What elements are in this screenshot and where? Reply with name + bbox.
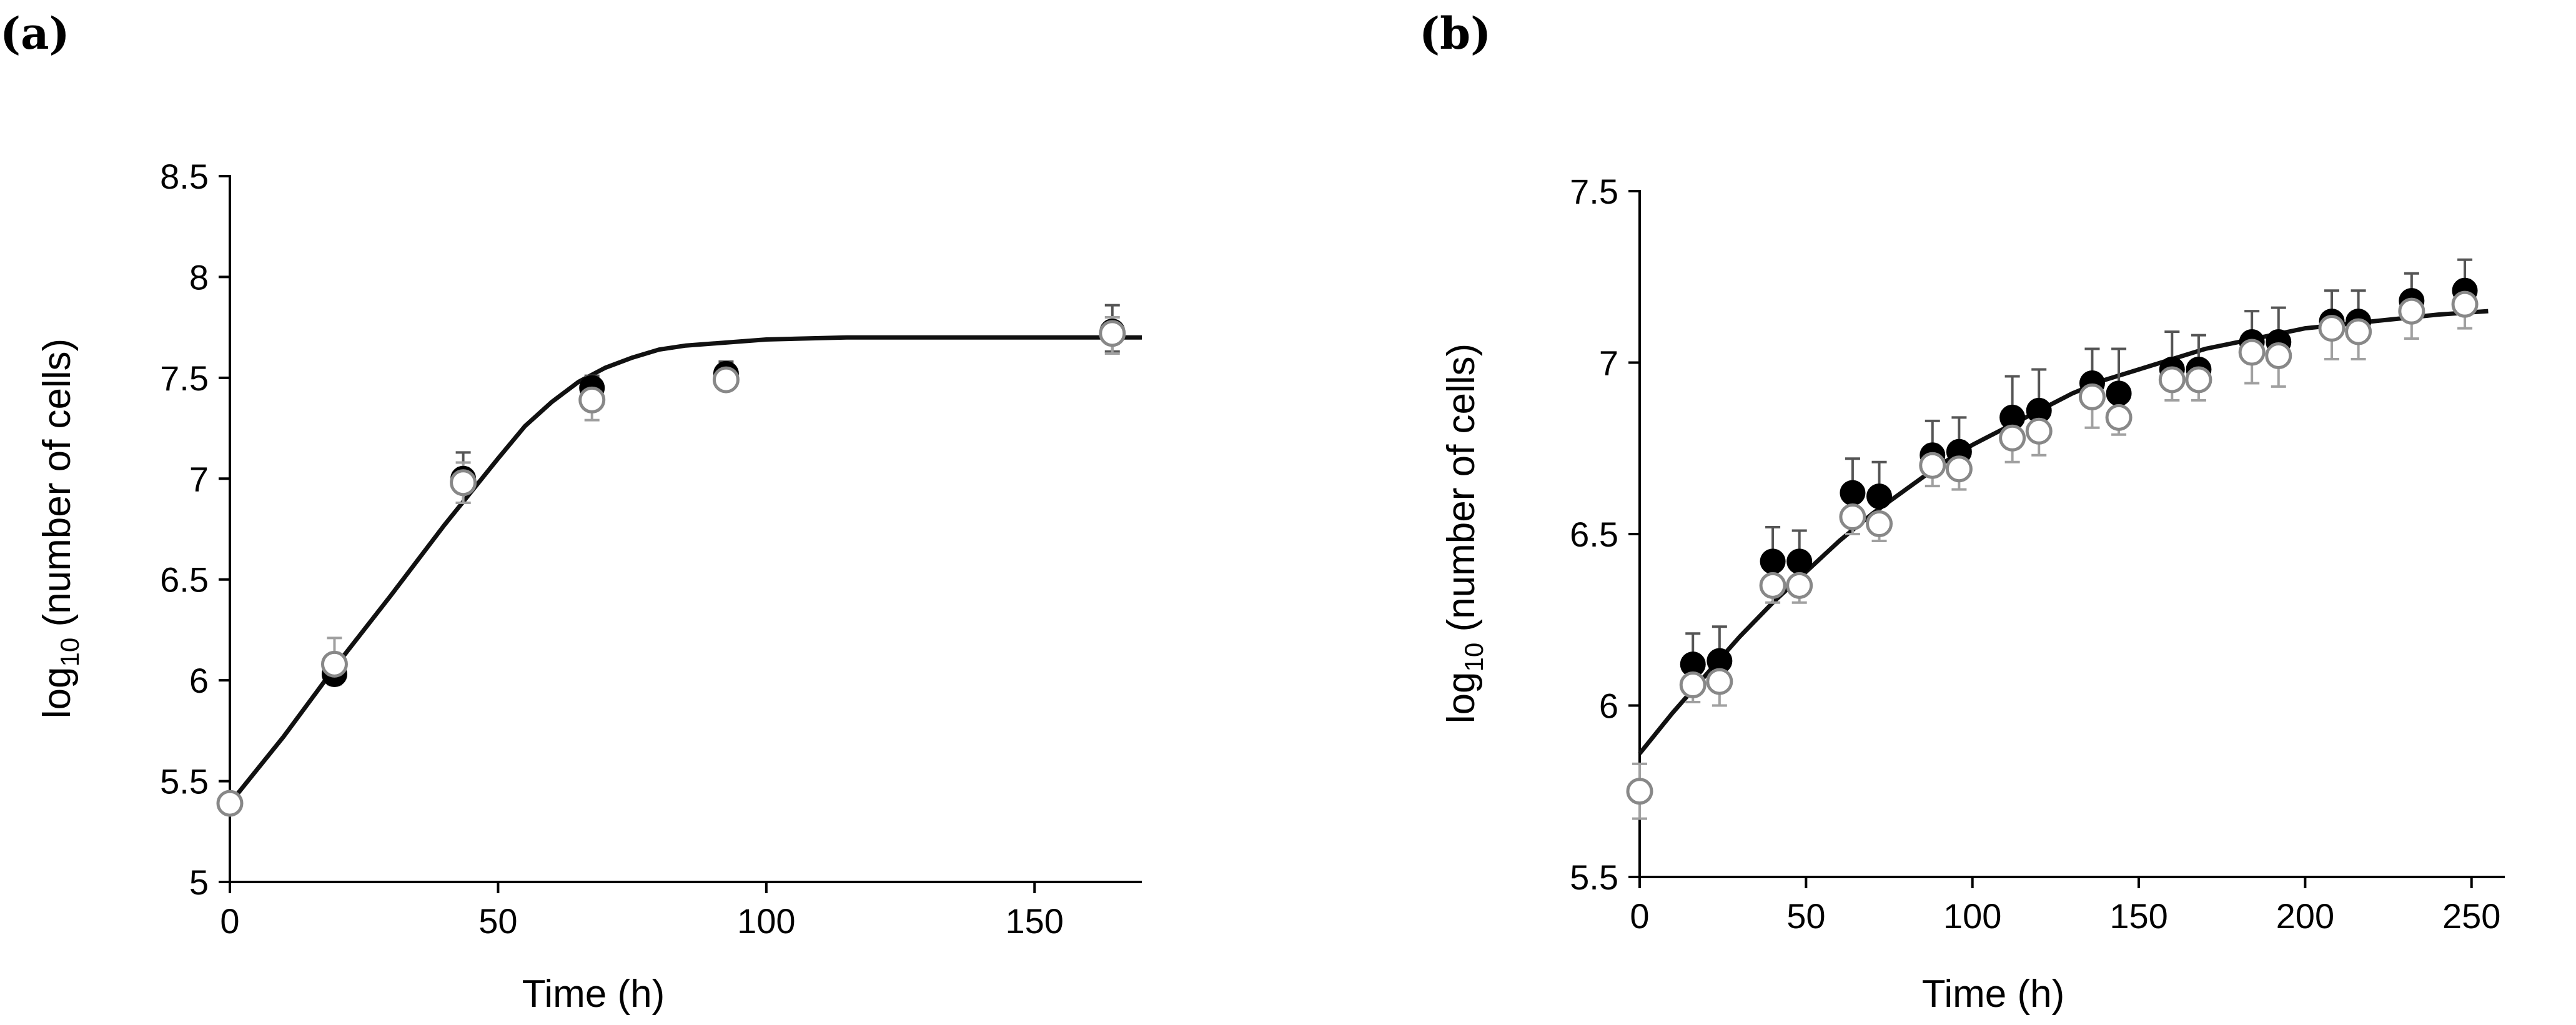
panel-b-data-point-open: [2185, 366, 2212, 394]
panel-b-data-point-open: [1626, 778, 1653, 805]
panel-b-data-point-filled: [1840, 480, 1866, 506]
panel-b-y-tick-label: 5.5: [1570, 858, 1618, 897]
panel-a-x-axis-title: Time (h): [522, 973, 665, 1016]
panel-b-fit-group: [1638, 309, 2489, 755]
panel-a-x-tick-label: 50: [478, 901, 517, 941]
panel-a-fit-line: [228, 335, 1142, 805]
panel-a-y-tick-label: 7.5: [160, 359, 209, 398]
panel-b-data-point-filled: [1866, 483, 1893, 510]
panel-a-label: (a): [0, 7, 70, 59]
panel-a-y-axis-title-base: log: [36, 666, 79, 718]
panel-a-y-tick-label: 5: [189, 863, 209, 902]
panel-b-data-point-filled: [2106, 380, 2132, 407]
panel-a-data-point-open: [578, 386, 606, 413]
panel-a-y-tick-label: 7: [189, 459, 209, 498]
panel-b-label: (b): [1419, 7, 1491, 59]
panel-a-data-point-open: [216, 790, 244, 817]
panel-a-data-point-open: [712, 366, 740, 394]
panel-b-data-point-open: [2238, 339, 2266, 366]
panel-b-x-tick-label: 200: [2276, 896, 2334, 936]
panel-b-x-tick-label: 150: [2109, 896, 2167, 936]
panel-b-x-tick-label: 100: [1943, 896, 2001, 936]
panel-b-data-point-open: [2158, 366, 2186, 394]
panel-a-x-tick-label: 150: [1006, 901, 1064, 941]
panel-a-y-tick-label: 6.5: [160, 560, 209, 600]
panel-a-data-point-open: [320, 650, 348, 678]
panel-b-data-point-open: [1786, 572, 1813, 599]
panel-a-data-point-open: [450, 469, 477, 497]
panel-b-y-axis-title-sub: 10: [1459, 643, 1489, 672]
panel-a-x-tick-label: 0: [220, 901, 239, 941]
panel-b-data-point-open: [1759, 572, 1786, 599]
panel-b-axes: 5.5 6 6.5 7 7.5 0 50 100 150 200 250: [1570, 172, 2505, 936]
panel-a-y-axis-title-sub: 10: [55, 638, 84, 667]
panel-a-y-tick-label: 8: [189, 257, 209, 297]
panel-b-data-point-open: [1866, 510, 1893, 538]
panel-a-axes: 5 5.5 6 6.5 7 7.5 8 8.5 0 50 100 150: [160, 157, 1142, 941]
panel-a-y-tick-label: 6: [189, 661, 209, 700]
panel-a-y-tick-label: 8.5: [160, 157, 209, 196]
panel-b-y-tick-label: 7.5: [1570, 172, 1618, 211]
panel-b-data-point-open: [2451, 290, 2479, 318]
panel-a-y-axis-title: log10 (number of cells): [36, 339, 84, 718]
panel-b-data-point-open: [1999, 424, 2026, 452]
panel-b-y-axis-title: log10 (number of cells): [1440, 344, 1489, 723]
panel-b-chart: (b) Time (h) log10 (number of cells) 5.5…: [1419, 7, 2505, 1016]
panel-b-data-point-open: [2078, 383, 2106, 410]
panel-a-points-group: [216, 304, 1126, 817]
panel-b-data-point-open: [2398, 297, 2425, 325]
panel-a-y-axis-title-rest: (number of cells): [36, 339, 79, 638]
panel-b-data-point-open: [1945, 455, 1973, 483]
panel-b-data-point-filled: [1786, 548, 1813, 575]
panel-b-data-point-open: [2105, 404, 2133, 431]
panel-b-data-point-open: [2265, 342, 2292, 370]
panel-b-y-tick-label: 7: [1599, 344, 1618, 383]
panel-b-data-point-open: [2318, 315, 2346, 342]
panel-b-y-tick-label: 6.5: [1570, 515, 1618, 554]
panel-b-fit-line: [1638, 309, 2489, 755]
panel-b-points-group: [1626, 258, 2479, 820]
panel-a-y-tick-label: 5.5: [160, 762, 209, 801]
panel-b-x-axis-title: Time (h): [1922, 973, 2064, 1016]
panel-b-data-point-filled: [1760, 548, 1786, 575]
panel-b-y-axis-title-base: log: [1440, 671, 1483, 723]
panel-b-data-point-open: [2025, 417, 2053, 445]
panel-b-data-point-open: [2345, 318, 2372, 345]
panel-b-data-point-open: [1679, 671, 1707, 699]
panel-a-data-point-open: [1099, 320, 1126, 347]
panel-b-x-tick-label: 50: [1786, 896, 1825, 936]
panel-b-data-point-open: [1706, 668, 1733, 695]
panel-b-data-point-open: [1839, 503, 1866, 531]
panel-b-y-axis-title-rest: (number of cells): [1440, 344, 1483, 643]
panel-a-x-tick-label: 100: [737, 901, 795, 941]
panel-b-data-point-open: [1919, 452, 1946, 479]
panel-b-x-tick-label: 250: [2442, 896, 2500, 936]
panel-b-y-tick-label: 6: [1599, 686, 1618, 726]
panel-b-x-tick-label: 0: [1630, 896, 1649, 936]
panel-a-chart: (a) Time (h) log10 (number of cells) 5 5.…: [0, 7, 1142, 1016]
panel-a-fit-group: [228, 335, 1142, 805]
